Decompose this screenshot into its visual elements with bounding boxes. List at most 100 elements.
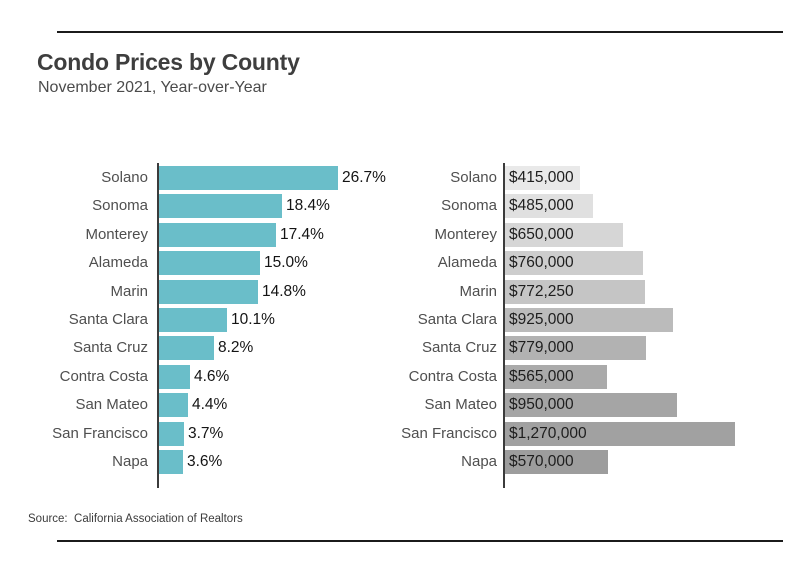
bar-area: $950,000 [505, 393, 677, 418]
percent-chart-axis [157, 163, 159, 488]
bottom-rule [57, 540, 783, 542]
category-label: Marin [110, 282, 148, 300]
bar: $650,000 [505, 222, 623, 247]
bar [159, 194, 282, 219]
bar-area: 15.0% [159, 251, 308, 276]
bar-area: 8.2% [159, 336, 254, 361]
bar-area: 3.6% [159, 449, 223, 474]
category-label: Santa Clara [417, 310, 497, 328]
category-label: Marin [459, 282, 497, 300]
value-label: 4.4% [192, 396, 228, 414]
bar: $925,000 [505, 307, 673, 332]
chart-row: Santa Cruz $779,000 [385, 336, 735, 361]
top-rule [57, 31, 783, 33]
chart-row: Alameda $760,000 [385, 251, 735, 276]
bar [159, 222, 276, 247]
price-chart-axis [503, 163, 505, 488]
bar: $772,250 [505, 279, 645, 304]
chart-row: San Mateo $950,000 [385, 393, 735, 418]
chart-row: San Francisco 3.7% [36, 421, 386, 446]
value-label: 3.6% [187, 452, 223, 470]
bar [159, 279, 258, 304]
value-label: $650,000 [509, 225, 574, 243]
bar-area: $925,000 [505, 307, 673, 332]
chart-row: Monterey 17.4% [36, 222, 386, 247]
bar: $760,000 [505, 251, 643, 276]
value-label: 4.6% [194, 367, 230, 385]
bar-area: $779,000 [505, 336, 646, 361]
bar [159, 421, 184, 446]
category-label: San Mateo [424, 396, 497, 414]
value-label: $1,270,000 [509, 424, 587, 442]
chart-row: Solano 26.7% [36, 166, 386, 190]
bar: $1,270,000 [505, 421, 735, 446]
value-label: 17.4% [280, 225, 324, 243]
bar [159, 364, 190, 389]
category-label: San Francisco [401, 424, 497, 442]
value-label: $779,000 [509, 339, 574, 357]
bar-area: 3.7% [159, 421, 224, 446]
page-subtitle: November 2021, Year-over-Year [38, 79, 267, 96]
bar: $950,000 [505, 393, 677, 418]
category-label: Santa Cruz [72, 339, 148, 357]
bar-area: 26.7% [159, 166, 386, 190]
category-label: Solano [450, 169, 497, 186]
value-label: $772,250 [509, 282, 574, 300]
bar-area: $760,000 [505, 251, 643, 276]
bar-area: 10.1% [159, 307, 275, 332]
category-label: San Mateo [75, 396, 148, 414]
bar-area: $650,000 [505, 222, 623, 247]
bar: $415,000 [505, 166, 580, 190]
chart-row: Marin 14.8% [36, 279, 386, 304]
bar-area: $570,000 [505, 449, 608, 474]
median-price-bar-chart: Solano $415,000 Sonoma $485,000 Monterey $650… [385, 163, 735, 488]
bar [159, 449, 183, 474]
yoy-percent-bar-chart: Solano 26.7% Sonoma 18.4% Monterey 17.4% Alame… [36, 163, 386, 488]
chart-row: Solano $415,000 [385, 166, 735, 190]
chart-row: Sonoma $485,000 [385, 194, 735, 219]
bar [159, 393, 188, 418]
chart-row: Alameda 15.0% [36, 251, 386, 276]
category-label: Solano [101, 169, 148, 186]
value-label: $570,000 [509, 452, 574, 470]
value-label: $925,000 [509, 310, 574, 328]
category-label: Sonoma [441, 197, 497, 215]
chart-row: Contra Costa $565,000 [385, 364, 735, 389]
value-label: 10.1% [231, 310, 275, 328]
chart-row: Santa Clara $925,000 [385, 307, 735, 332]
page-title: Condo Prices by County [37, 49, 300, 75]
chart-row: Contra Costa 4.6% [36, 364, 386, 389]
category-label: Contra Costa [408, 367, 497, 385]
bar: $779,000 [505, 336, 646, 361]
category-label: Monterey [434, 225, 497, 243]
chart-row: Sonoma 18.4% [36, 194, 386, 219]
value-label: 3.7% [188, 424, 224, 442]
chart-row: Marin $772,250 [385, 279, 735, 304]
bar-area: 4.4% [159, 393, 228, 418]
category-label: Alameda [437, 254, 497, 272]
category-label: Sonoma [92, 197, 148, 215]
chart-row: Santa Cruz 8.2% [36, 336, 386, 361]
category-label: Napa [112, 452, 148, 470]
bar [159, 336, 214, 361]
chart-row: Santa Clara 10.1% [36, 307, 386, 332]
bar [159, 251, 260, 276]
value-label: 26.7% [342, 169, 386, 186]
bar: $485,000 [505, 194, 593, 219]
bar [159, 307, 227, 332]
category-label: Napa [461, 452, 497, 470]
chart-row: San Mateo 4.4% [36, 393, 386, 418]
value-label: $485,000 [509, 197, 574, 215]
chart-row: San Francisco $1,270,000 [385, 421, 735, 446]
chart-row: Napa $570,000 [385, 449, 735, 474]
bar [159, 166, 338, 190]
value-label: $565,000 [509, 367, 574, 385]
source-note: Source: California Association of Realto… [28, 513, 243, 525]
value-label: 15.0% [264, 254, 308, 272]
category-label: Santa Clara [68, 310, 148, 328]
category-label: Alameda [88, 254, 148, 272]
category-label: Monterey [85, 225, 148, 243]
category-label: Santa Cruz [421, 339, 497, 357]
value-label: 8.2% [218, 339, 254, 357]
